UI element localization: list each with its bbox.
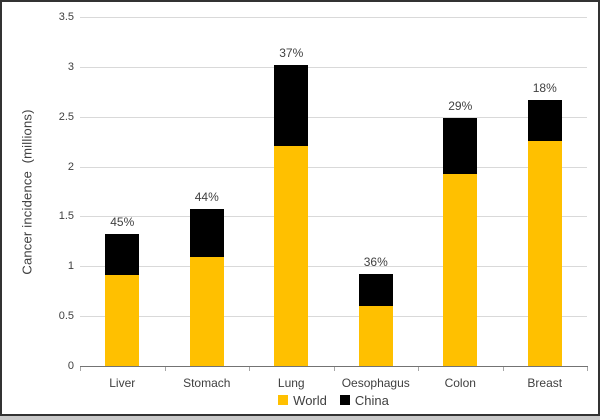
bar-segment-world [527, 140, 562, 366]
gridline [80, 266, 587, 268]
x-category-label: Breast [527, 376, 563, 390]
y-tick-label: 1 [67, 260, 74, 273]
bar-percent-label: 29% [448, 98, 473, 113]
bar-segment-china [105, 234, 140, 276]
x-category-label: Lung [277, 376, 305, 390]
x-axis-tick [80, 367, 81, 371]
y-tick-label: 3.5 [58, 11, 74, 23]
bar-segment-world [105, 275, 140, 366]
bar-segment-world [358, 306, 393, 366]
x-axis-tick [249, 367, 250, 371]
bar-percent-label: 18% [532, 80, 557, 95]
legend-label-china: China [354, 392, 389, 408]
bar-segment-china [527, 99, 562, 141]
x-category-label: Colon [444, 376, 476, 390]
bar-segment-china [358, 274, 393, 307]
x-axis-tick [502, 367, 504, 371]
legend-label-world: World [293, 392, 327, 408]
gridline [80, 116, 587, 118]
x-category-label: Liver [109, 376, 136, 390]
world-swatch-icon [278, 395, 289, 405]
x-axis-tick [587, 367, 588, 371]
x-axis-tick [164, 367, 166, 371]
bar-segment-china [189, 209, 224, 258]
y-tick-label: 3 [67, 60, 74, 73]
y-tick-label: 1.5 [58, 210, 74, 223]
gridline [80, 216, 587, 218]
x-category-label: Oesophagus [341, 376, 410, 390]
x-axis-line [80, 366, 588, 367]
y-tick-label: 2 [67, 160, 74, 173]
x-category-label: Stomach [183, 376, 231, 390]
bar-segment-china [274, 64, 309, 146]
gridline [80, 66, 587, 68]
gridline [80, 166, 587, 168]
y-tick-label: 0 [67, 360, 74, 372]
y-tick-label: 0.5 [58, 310, 74, 323]
bar-percent-label: 36% [363, 255, 388, 270]
bar-segment-china [443, 117, 478, 174]
legend: World China [80, 392, 587, 408]
gridline [80, 316, 587, 318]
bar-percent-label: 45% [110, 215, 135, 230]
legend-item-china: China [339, 392, 389, 408]
gridline [80, 17, 587, 18]
bottom-strip [0, 416, 600, 420]
china-swatch-icon [339, 395, 350, 405]
y-tick-label: 2.5 [58, 110, 74, 123]
bar-percent-label: 44% [194, 190, 219, 205]
x-axis-tick [418, 367, 419, 371]
bar-percent-label: 37% [279, 45, 304, 60]
bar-segment-world [443, 173, 478, 366]
bar-segment-world [189, 257, 224, 366]
bar-segment-world [274, 145, 309, 366]
x-axis-tick [333, 367, 335, 371]
legend-item-world: World [278, 393, 327, 408]
